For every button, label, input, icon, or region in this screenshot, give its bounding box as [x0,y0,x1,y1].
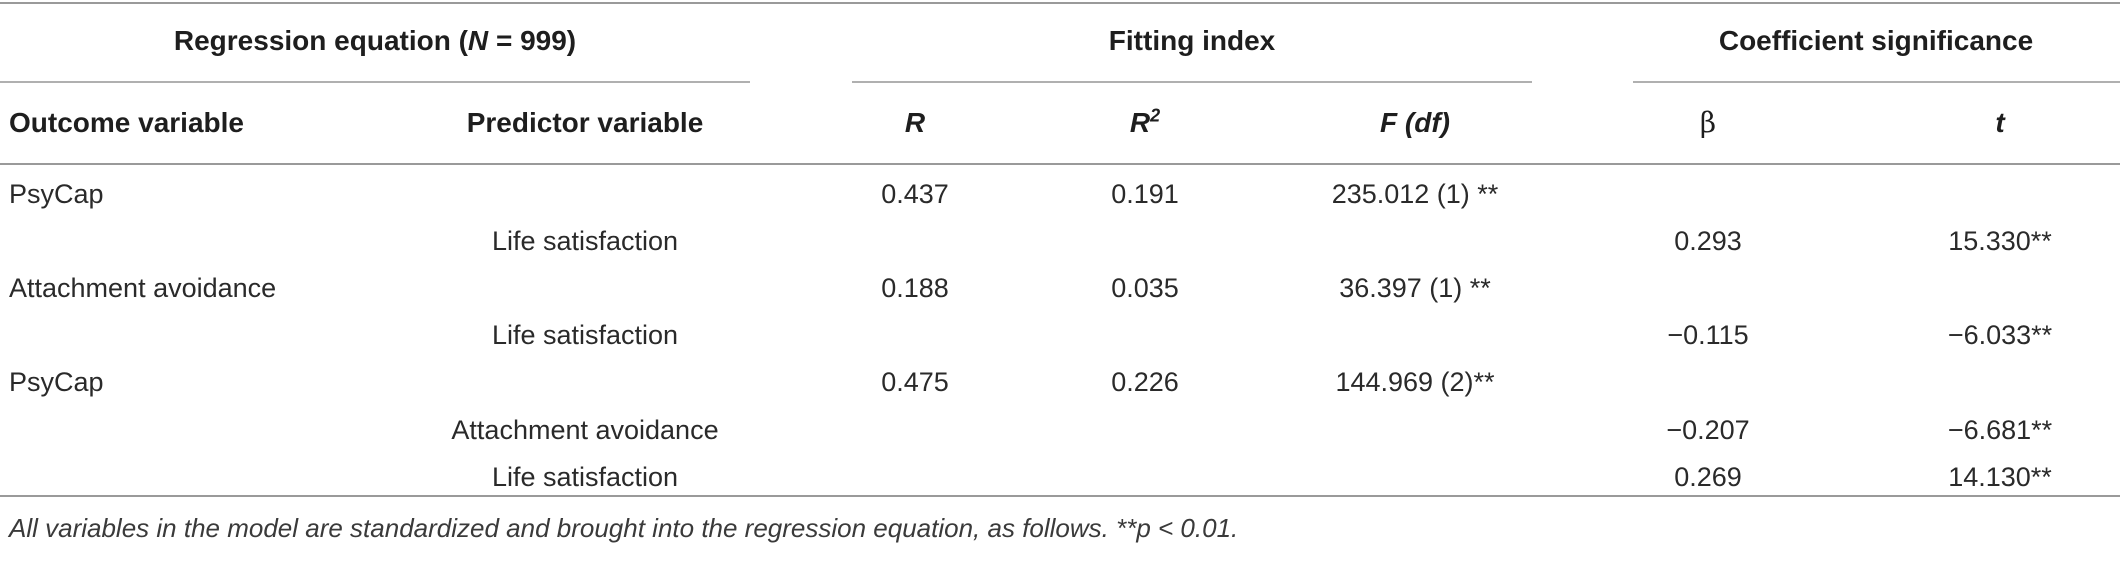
cell-t: 15.330** [1948,226,2052,256]
cell-predictor: Life satisfaction [491,320,679,350]
top-rule [0,2,2120,4]
bottom-rule [0,495,2120,497]
column-header-predictor: Predictor variable [466,107,704,138]
group-rule-regression [0,81,750,83]
cell-predictor: Life satisfaction [491,462,679,492]
cell-outcome: Attachment avoidance [9,273,277,303]
cell-f: 144.969 (2)** [1335,367,1495,397]
cell-r2: 0.191 [1111,179,1179,209]
cell-outcome: PsyCap [9,179,104,209]
cell-t: −6.033** [1947,320,2053,350]
group-rule-fitting [852,81,1532,83]
cell-r2: 0.035 [1111,273,1179,303]
group-header-regression: Regression equation (N = 999) [173,25,577,56]
column-header-t: t [1995,107,2005,138]
column-header-beta: β [1699,106,1717,139]
cell-r: 0.475 [881,367,949,397]
cell-beta: −0.115 [1667,320,1749,350]
cell-f: 36.397 (1) ** [1339,273,1491,303]
cell-t: 14.130** [1948,462,2052,492]
column-header-outcome: Outcome variable [9,107,244,138]
cell-beta: −0.207 [1666,415,1750,445]
table-footnote: All variables in the model are standardi… [9,513,1239,543]
column-header-r2: R2 [1129,105,1161,138]
group-rule-coefficient [1633,81,2120,83]
header-rule [0,163,2120,165]
cell-t: −6.681** [1947,415,2053,445]
cell-outcome: PsyCap [9,367,104,397]
cell-predictor: Attachment avoidance [451,415,719,445]
group-header-fitting: Fitting index [1108,25,1276,56]
cell-r2: 0.226 [1111,367,1179,397]
cell-predictor: Life satisfaction [491,226,679,256]
cell-beta: 0.269 [1674,462,1742,492]
cell-r: 0.437 [881,179,949,209]
cell-f: 235.012 (1) ** [1331,179,1499,209]
column-header-f: F (df) [1380,107,1450,138]
cell-beta: 0.293 [1674,226,1742,256]
column-header-r: R [904,107,926,138]
cell-r: 0.188 [881,273,949,303]
group-header-coefficient: Coefficient significance [1718,25,2034,56]
